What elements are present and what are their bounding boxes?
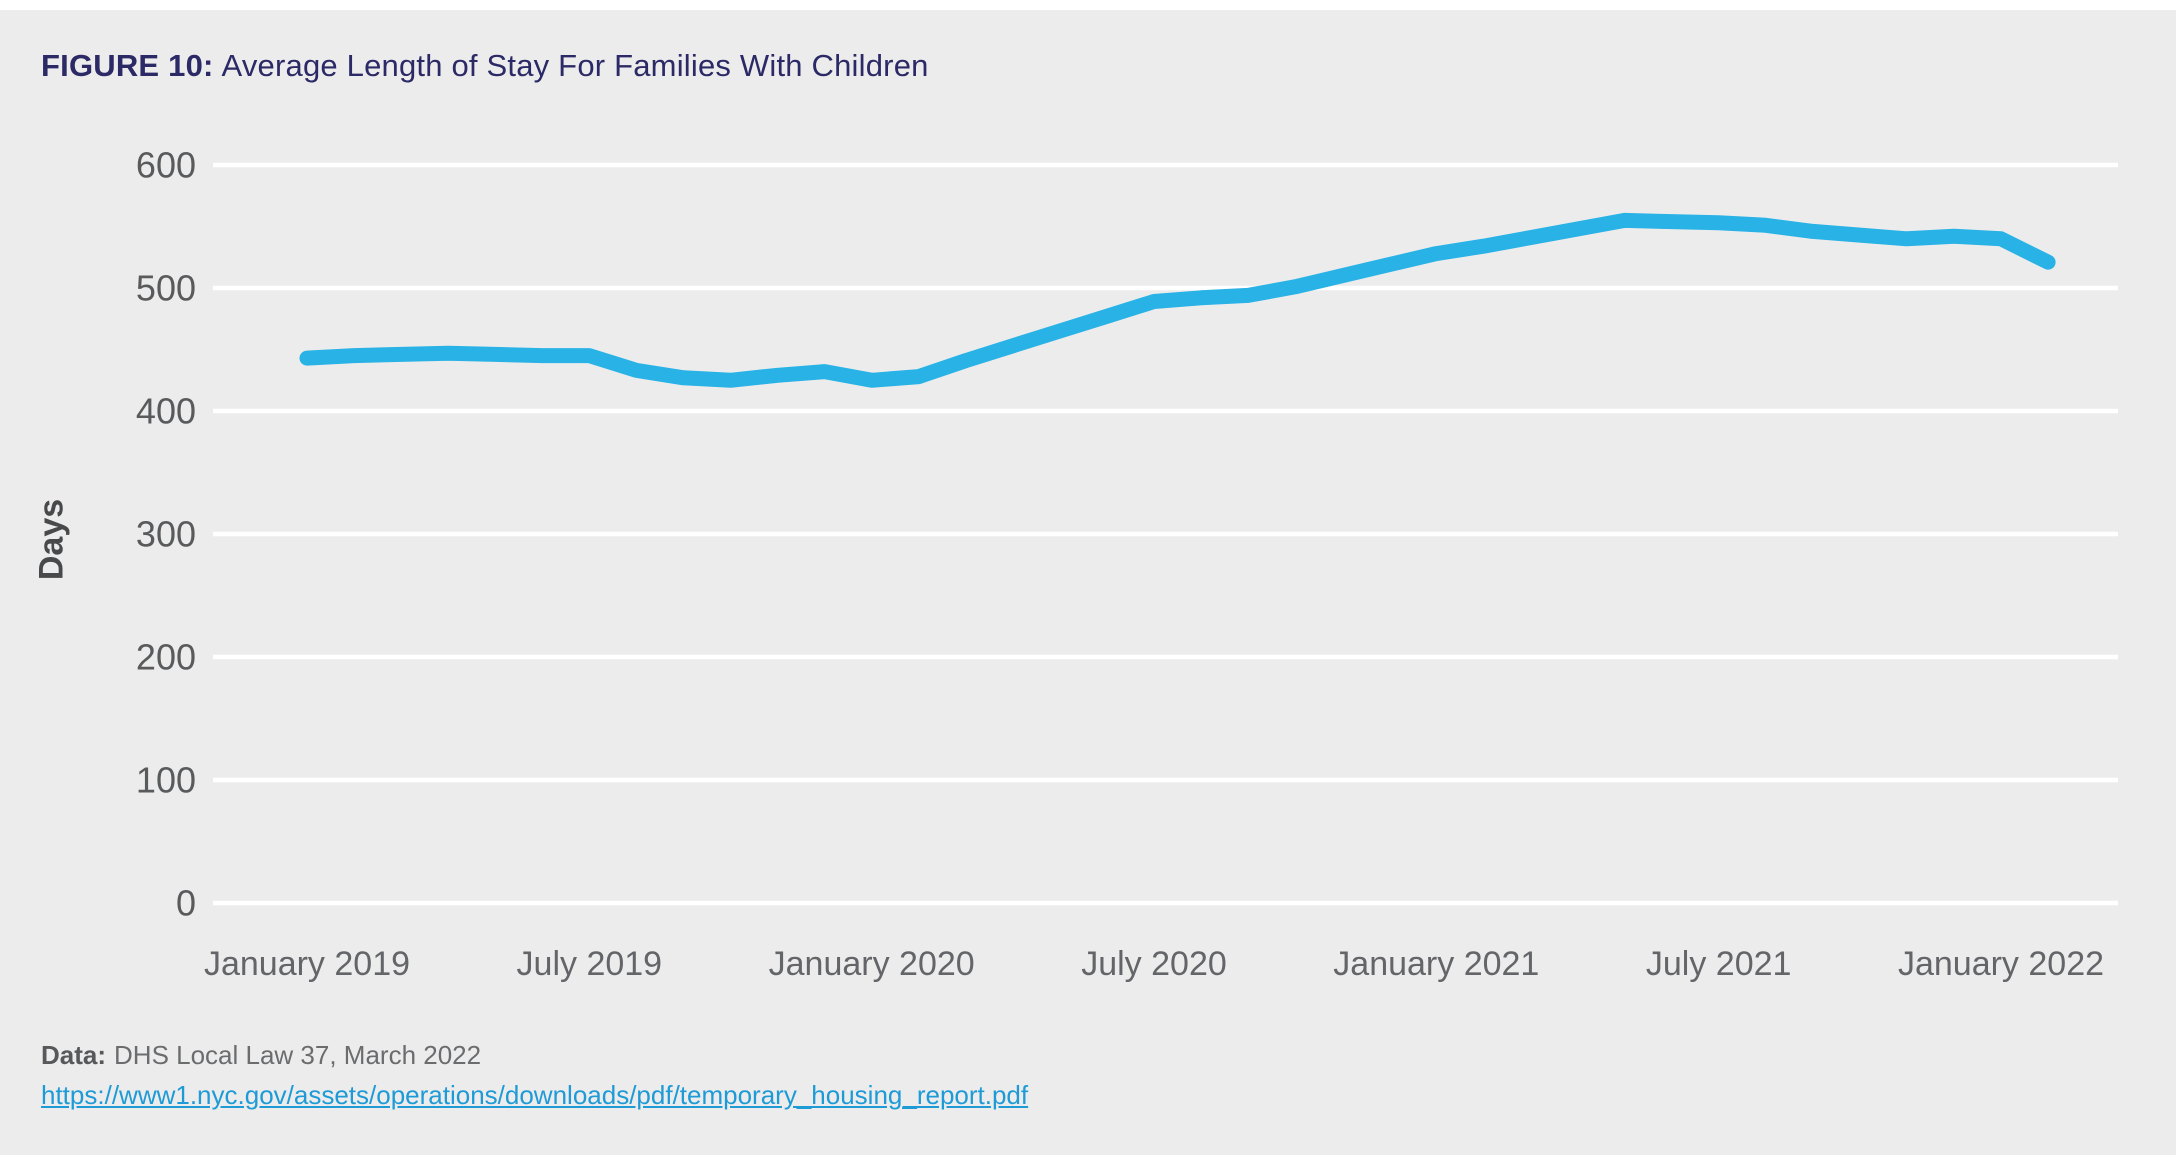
y-axis-title: Days bbox=[32, 498, 71, 581]
page-border-bottom bbox=[0, 1155, 2176, 1163]
x-tick-label: January 2019 bbox=[204, 945, 410, 983]
x-tick-label: July 2020 bbox=[1081, 945, 1227, 983]
x-tick-label: January 2020 bbox=[769, 945, 975, 983]
y-tick-label: 600 bbox=[136, 145, 196, 186]
figure-number: FIGURE 10: bbox=[41, 48, 214, 83]
figure-title: FIGURE 10: Average Length of Stay For Fam… bbox=[41, 48, 929, 84]
source-note: Data: DHS Local Law 37, March 2022 bbox=[41, 1040, 481, 1071]
y-tick-label: 300 bbox=[136, 514, 196, 555]
source-note-text: DHS Local Law 37, March 2022 bbox=[114, 1040, 482, 1070]
y-tick-label: 400 bbox=[136, 391, 196, 432]
y-tick-label: 500 bbox=[136, 268, 196, 309]
y-tick-label: 100 bbox=[136, 760, 196, 801]
source-note-label: Data: bbox=[41, 1040, 107, 1070]
x-tick-label: January 2022 bbox=[1898, 945, 2104, 983]
x-tick-label: July 2019 bbox=[517, 945, 663, 983]
x-tick-label: January 2021 bbox=[1333, 945, 1539, 983]
trend-line bbox=[299, 212, 2056, 388]
figure-title-text: Average Length of Stay For Families With… bbox=[221, 48, 929, 83]
x-tick-label: July 2021 bbox=[1646, 945, 1792, 983]
source-link[interactable]: https://www1.nyc.gov/assets/operations/d… bbox=[41, 1080, 1029, 1110]
y-tick-label: 0 bbox=[176, 883, 196, 924]
y-tick-label: 200 bbox=[136, 637, 196, 678]
page-border-top bbox=[0, 0, 2176, 10]
